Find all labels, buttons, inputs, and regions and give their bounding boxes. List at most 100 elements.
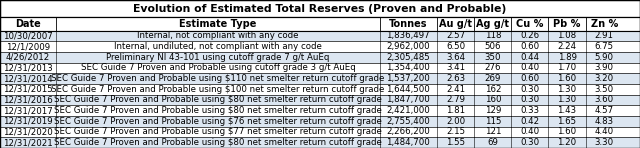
Text: Estimate Type: Estimate Type: [179, 19, 257, 29]
Text: 12/31/2017: 12/31/2017: [3, 106, 53, 115]
Text: 1,847,700: 1,847,700: [387, 95, 430, 104]
Text: 5.90: 5.90: [595, 53, 614, 62]
Text: SEC Guide 7 Proven and Probable using $80 net smelter return cutoff grade: SEC Guide 7 Proven and Probable using $8…: [54, 95, 382, 104]
Text: 2,962,000: 2,962,000: [387, 42, 430, 51]
Text: SEC Guide 7 Proven and Probable using $110 net smelter return cutoff grade: SEC Guide 7 Proven and Probable using $1…: [51, 74, 385, 83]
Text: 1.60: 1.60: [557, 127, 577, 136]
Text: 2,421,000: 2,421,000: [387, 106, 430, 115]
Text: 12/31/2013: 12/31/2013: [3, 63, 53, 73]
Text: 1.60: 1.60: [557, 74, 577, 83]
Text: 2,266,200: 2,266,200: [387, 127, 430, 136]
Text: 129: 129: [484, 106, 501, 115]
Text: 12/31/2016: 12/31/2016: [3, 95, 53, 104]
Text: 3.90: 3.90: [595, 63, 614, 73]
Text: 506: 506: [484, 42, 501, 51]
Text: 1.43: 1.43: [557, 106, 577, 115]
Text: 1,836,497: 1,836,497: [387, 32, 430, 40]
Text: 1.70: 1.70: [557, 63, 577, 73]
Bar: [0, 137, 640, 148]
Text: 2.00: 2.00: [446, 117, 465, 126]
Text: 3.60: 3.60: [595, 95, 614, 104]
Bar: [0, 116, 640, 127]
Text: 2,305,485: 2,305,485: [387, 53, 430, 62]
Text: Internal, undiluted, not compliant with any code: Internal, undiluted, not compliant with …: [114, 42, 322, 51]
Bar: [0, 84, 640, 95]
Text: 3.64: 3.64: [446, 53, 465, 62]
Text: 0.42: 0.42: [520, 117, 540, 126]
Text: 10/30/2007: 10/30/2007: [3, 32, 53, 40]
Text: 269: 269: [484, 74, 501, 83]
Text: 2.24: 2.24: [557, 42, 577, 51]
Text: 0.30: 0.30: [520, 85, 540, 94]
Text: 69: 69: [488, 138, 498, 147]
Text: 0.30: 0.30: [520, 95, 540, 104]
Text: 2.57: 2.57: [446, 32, 465, 40]
Text: 1.65: 1.65: [557, 117, 577, 126]
Text: 1.30: 1.30: [557, 95, 577, 104]
Text: SEC Guide 7 Proven and Probable using $76 net smelter return cutoff grade: SEC Guide 7 Proven and Probable using $7…: [54, 117, 382, 126]
Text: 4.57: 4.57: [595, 106, 614, 115]
Text: SEC Guide 7 Proven and Probable using $100 net smelter return cutoff grade: SEC Guide 7 Proven and Probable using $1…: [51, 85, 385, 94]
Text: 1.89: 1.89: [557, 53, 577, 62]
Text: 12/31/2021: 12/31/2021: [3, 138, 53, 147]
Text: 1.55: 1.55: [446, 138, 465, 147]
Text: 3.50: 3.50: [595, 85, 614, 94]
Text: 0.40: 0.40: [520, 63, 540, 73]
Text: 1,484,700: 1,484,700: [387, 138, 430, 147]
Text: 12/31/2020: 12/31/2020: [3, 127, 53, 136]
Text: 2.15: 2.15: [446, 127, 465, 136]
Text: 0.33: 0.33: [520, 106, 540, 115]
Bar: [0, 63, 640, 73]
Text: Ag g/t: Ag g/t: [476, 19, 509, 29]
Text: Date: Date: [15, 19, 41, 29]
Text: 121: 121: [484, 127, 501, 136]
Bar: [0, 52, 640, 63]
Text: Tonnes: Tonnes: [389, 19, 428, 29]
Bar: [0, 127, 640, 137]
Text: SEC Guide 7 Proven and Probable using $80 net smelter return cutoff grade: SEC Guide 7 Proven and Probable using $8…: [54, 138, 382, 147]
Text: 115: 115: [484, 117, 501, 126]
Text: Internal, not compliant with any code: Internal, not compliant with any code: [137, 32, 299, 40]
Text: 0.40: 0.40: [520, 127, 540, 136]
Text: 6.75: 6.75: [595, 42, 614, 51]
Bar: [0, 31, 640, 41]
Text: 3.41: 3.41: [446, 63, 465, 73]
Text: 2.79: 2.79: [446, 95, 465, 104]
Text: 1,354,400: 1,354,400: [387, 63, 430, 73]
Text: 0.60: 0.60: [520, 74, 540, 83]
Text: Zn %: Zn %: [591, 19, 618, 29]
Text: 2.91: 2.91: [595, 32, 614, 40]
Text: 1,644,500: 1,644,500: [387, 85, 430, 94]
Text: Cu %: Cu %: [516, 19, 543, 29]
Text: 12/31/2019: 12/31/2019: [3, 117, 53, 126]
Text: 12/31/2015: 12/31/2015: [3, 85, 53, 94]
Text: Au g/t: Au g/t: [439, 19, 472, 29]
Text: 0.44: 0.44: [520, 53, 540, 62]
Bar: [0, 95, 640, 105]
Text: 0.30: 0.30: [520, 138, 540, 147]
Bar: [0, 105, 640, 116]
Text: Preliminary NI 43-101 using cutoff grade 7 g/t AuEq: Preliminary NI 43-101 using cutoff grade…: [106, 53, 330, 62]
Text: SEC Guide 7 Proven and Probable using $80 net smelter return cutoff grade: SEC Guide 7 Proven and Probable using $8…: [54, 106, 382, 115]
Text: 3.30: 3.30: [595, 138, 614, 147]
Bar: [0, 17, 640, 31]
Text: 1,537,200: 1,537,200: [387, 74, 430, 83]
Text: Evolution of Estimated Total Reserves (Proven and Probable): Evolution of Estimated Total Reserves (P…: [133, 4, 507, 13]
Text: 4.83: 4.83: [595, 117, 614, 126]
Text: 1.08: 1.08: [557, 32, 577, 40]
Text: 118: 118: [484, 32, 501, 40]
Text: 0.26: 0.26: [520, 32, 540, 40]
Text: Pb %: Pb %: [554, 19, 580, 29]
Text: 4.40: 4.40: [595, 127, 614, 136]
Text: 350: 350: [484, 53, 501, 62]
Text: 6.50: 6.50: [446, 42, 465, 51]
Text: 160: 160: [484, 95, 501, 104]
Text: 12/1/2009: 12/1/2009: [6, 42, 50, 51]
Text: SEC Guide 7 Proven and Probable using $77 net smelter return cutoff grade: SEC Guide 7 Proven and Probable using $7…: [54, 127, 382, 136]
Text: 4/26/2012: 4/26/2012: [6, 53, 51, 62]
Bar: [0, 41, 640, 52]
Text: 2.41: 2.41: [446, 85, 465, 94]
Text: 1.30: 1.30: [557, 85, 577, 94]
Text: 3.20: 3.20: [595, 74, 614, 83]
Bar: [0, 73, 640, 84]
